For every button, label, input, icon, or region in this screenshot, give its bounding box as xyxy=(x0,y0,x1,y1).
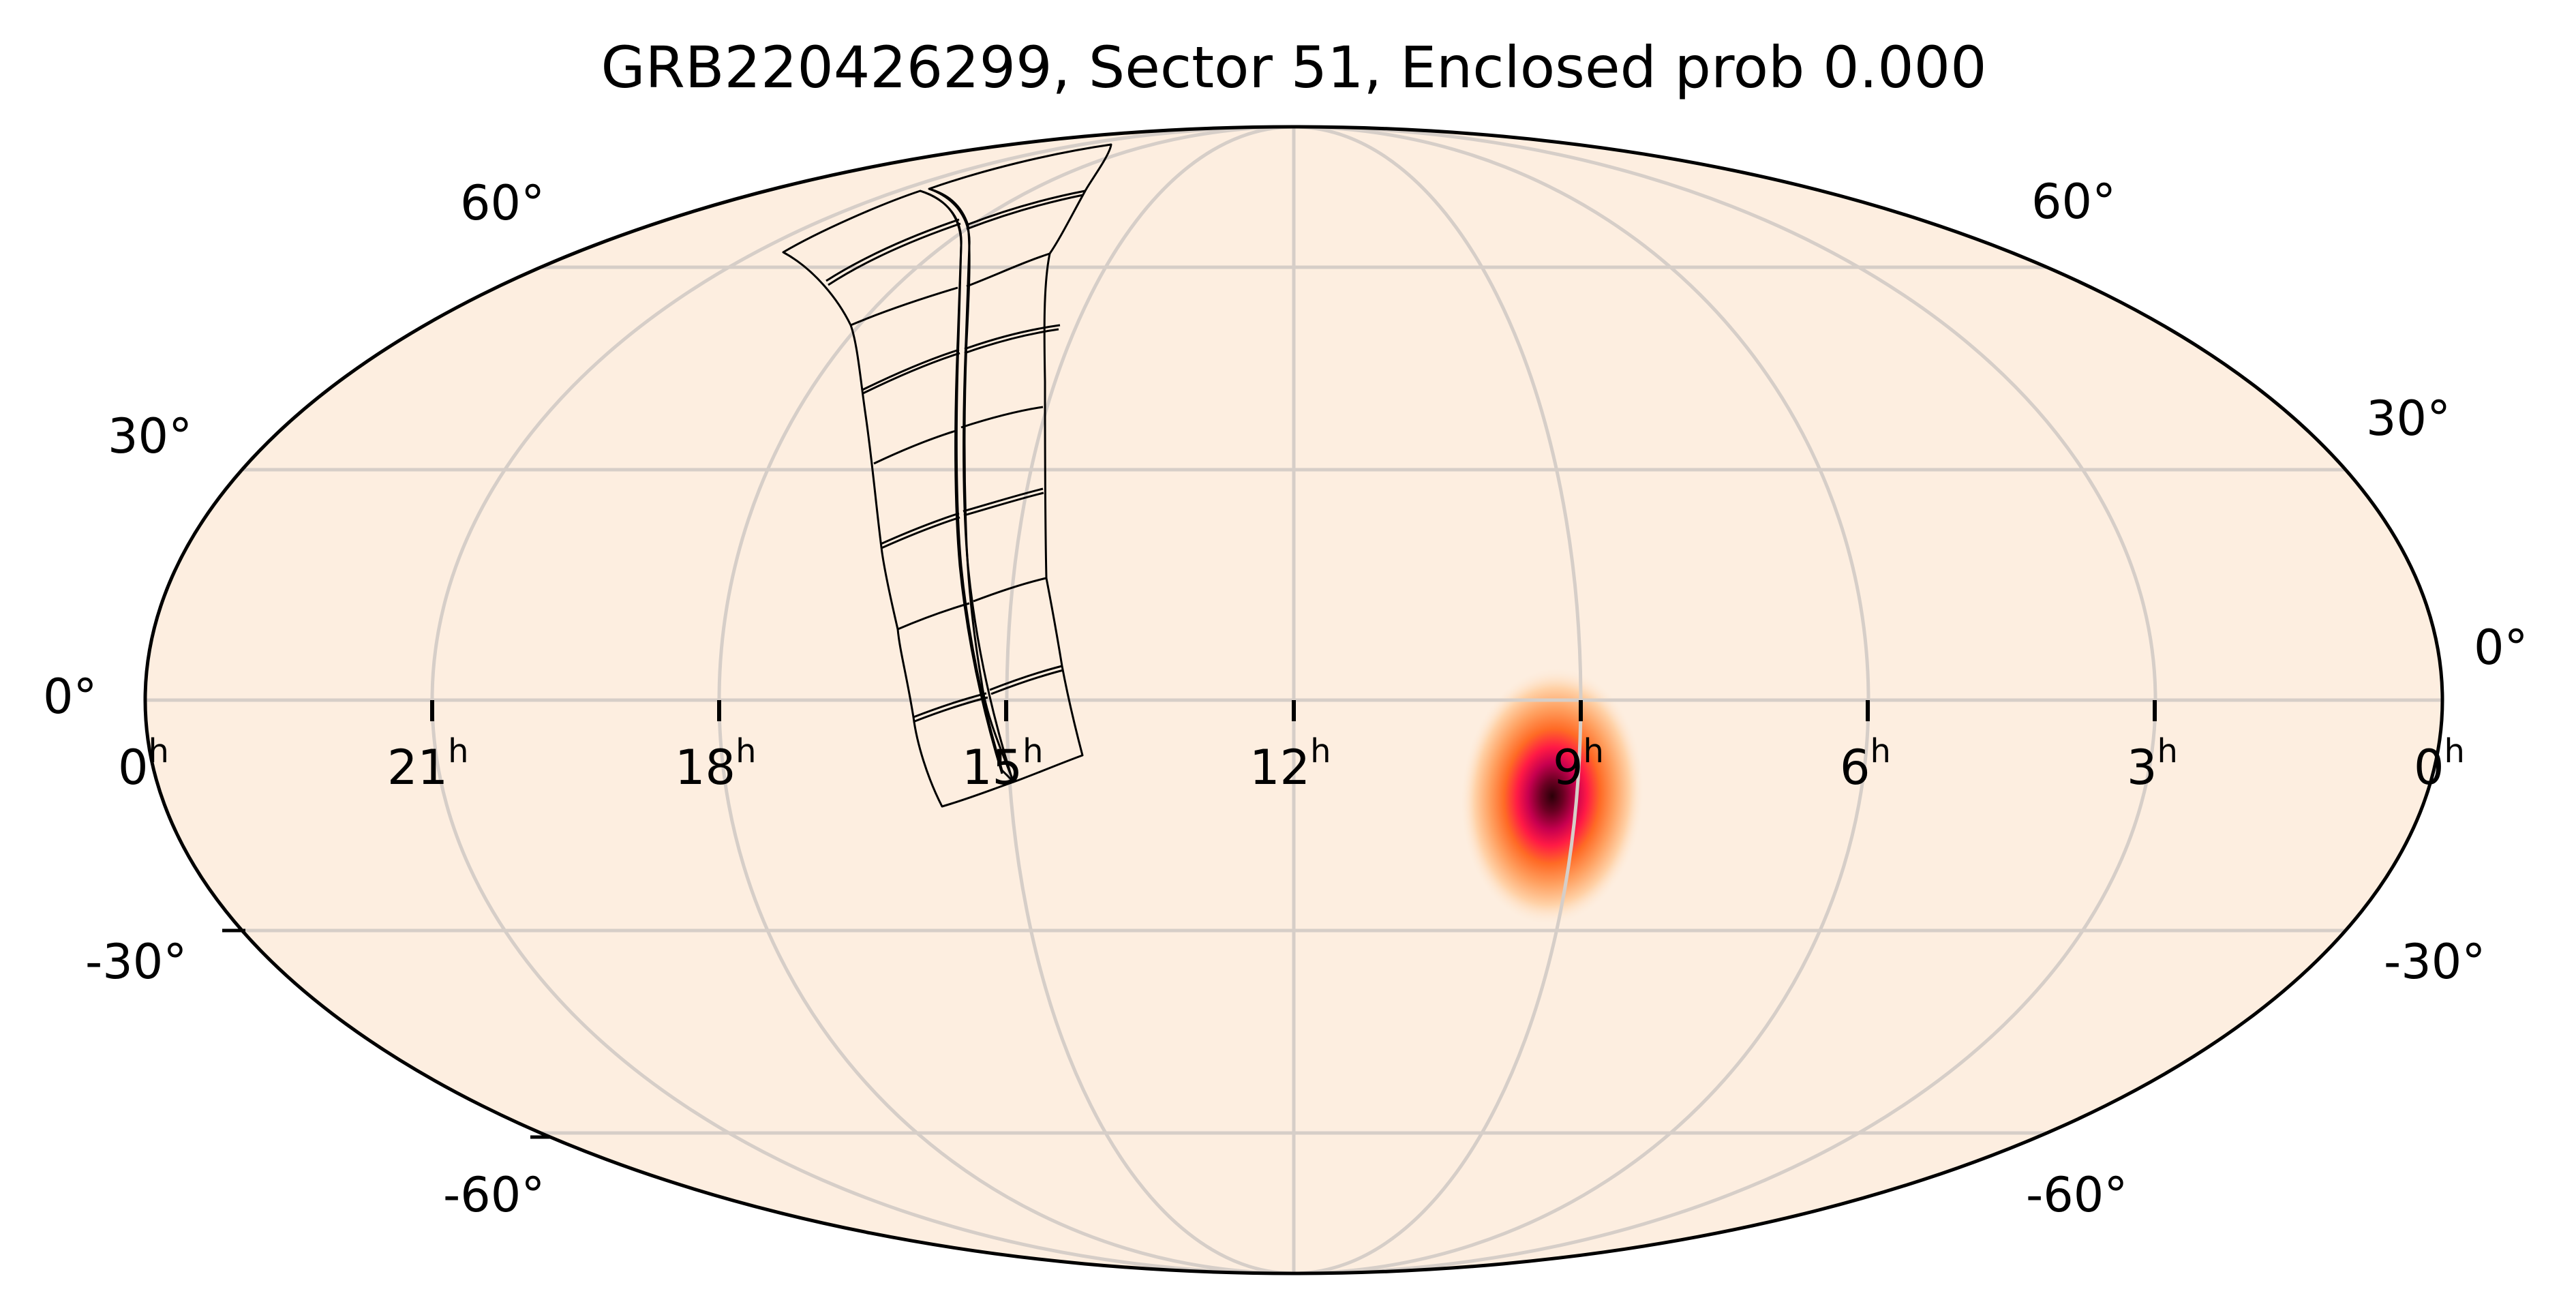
footprint-row-line xyxy=(973,577,1047,603)
latitude-labels-right: 60° 30° 0° -30° -60° xyxy=(2026,174,2528,1223)
hour-label-0h-left: 0h xyxy=(118,732,169,796)
lat-label-left-60: 60° xyxy=(460,175,545,231)
footprint-row-line xyxy=(873,429,956,465)
footprint-row-line xyxy=(828,222,961,286)
footprint-row-line xyxy=(964,328,1059,354)
footprint-row-line xyxy=(966,252,1050,288)
footprint-row-line xyxy=(881,516,960,549)
probability-heatmap xyxy=(1459,667,1645,926)
lat-label-right-minus-30: -30° xyxy=(2384,934,2485,990)
footprint-row-line xyxy=(914,696,988,723)
footprint-row-line xyxy=(825,218,960,282)
lat-label-left-minus-30: -30° xyxy=(85,934,187,990)
hour-label-12h: 12h xyxy=(1249,732,1331,796)
footprint-row-line xyxy=(966,190,1086,226)
footprint-row-line xyxy=(960,406,1044,429)
lat-label-left-30: 30° xyxy=(108,408,192,464)
hour-labels: 0h 21h 18h 15h 12h 9h 6h 3h 0h xyxy=(118,732,2465,796)
footprint-row-line xyxy=(966,194,1084,230)
footprint-row-line xyxy=(913,692,987,719)
footprint-row-line xyxy=(990,669,1064,695)
footprint-row-line xyxy=(964,324,1061,350)
lat-label-right-minus-60: -60° xyxy=(2026,1167,2127,1223)
lat-label-right-0: 0° xyxy=(2474,620,2528,676)
footprint-row-line xyxy=(989,665,1063,691)
footprint-row-line xyxy=(880,512,960,545)
hour-label-0h-right: 0h xyxy=(2414,732,2465,796)
lat-label-right-30: 30° xyxy=(2366,391,2451,447)
tess-sector-footprint xyxy=(782,143,1112,808)
hour-ticks xyxy=(430,700,2157,721)
lat-label-left-0: 0° xyxy=(43,669,97,725)
hour-label-6h: 6h xyxy=(1840,732,1891,796)
hour-label-3h: 3h xyxy=(2127,732,2178,796)
footprint-row-line xyxy=(897,602,970,631)
footprint-row-line xyxy=(963,487,1044,513)
latitude-labels-left: 60° 30° 0° -30° -60° xyxy=(43,175,545,1223)
latitude-ticks xyxy=(222,928,551,1139)
lat-label-right-60: 60° xyxy=(2031,174,2116,230)
hour-label-9h: 9h xyxy=(1553,732,1604,796)
footprint-row-line xyxy=(862,352,960,395)
lat-label-left-minus-60: -60° xyxy=(443,1167,545,1223)
footprint-column-gap-line xyxy=(920,190,1003,774)
hour-label-18h: 18h xyxy=(675,732,757,796)
footprint-row-line xyxy=(862,348,960,391)
footprint-row-line xyxy=(850,286,958,327)
footprint-column-gap-line xyxy=(928,187,1013,778)
footprint-row-line xyxy=(963,492,1044,517)
sky-map-outline xyxy=(143,125,2444,1275)
hour-label-15h: 15h xyxy=(962,732,1044,796)
hour-label-21h: 21h xyxy=(387,732,469,796)
chart-title: GRB220426299, Sector 51, Enclosed prob 0… xyxy=(601,34,1986,101)
